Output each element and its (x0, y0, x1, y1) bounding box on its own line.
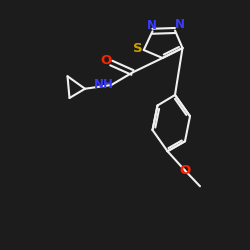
Text: O: O (180, 164, 191, 177)
Text: NH: NH (94, 78, 114, 91)
Text: S: S (134, 42, 143, 56)
Text: N: N (175, 18, 185, 32)
Text: O: O (100, 54, 112, 68)
Text: N: N (146, 19, 156, 32)
